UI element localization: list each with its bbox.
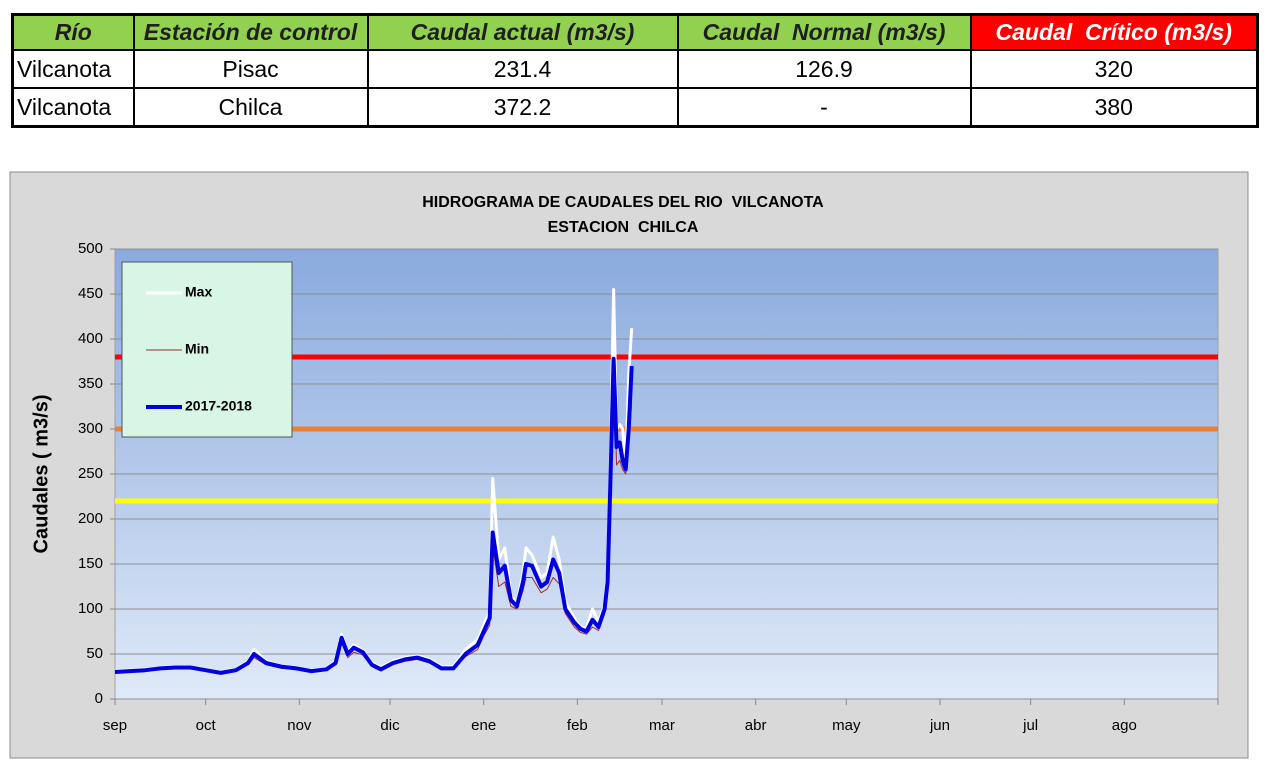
x-tick-label: jun: [929, 717, 950, 734]
y-tick-label: 100: [78, 600, 103, 617]
x-tick-label: may: [832, 717, 861, 734]
cell: Pisac: [132, 49, 369, 89]
x-tick-label: mar: [649, 717, 675, 734]
header-cell: Caudal Normal (m3/s): [676, 13, 972, 51]
legend: Max Min 2017-2018: [121, 261, 293, 438]
y-tick-label: 400: [78, 330, 103, 347]
x-tick-label: sep: [103, 717, 127, 734]
legend-label: Min: [185, 341, 209, 357]
cell: 320: [969, 49, 1259, 89]
x-tick-label: feb: [567, 717, 588, 734]
y-tick-label: 0: [95, 690, 103, 707]
series-line: [114, 356, 634, 675]
header-row: Río Estación de control Caudal actual (m…: [11, 13, 1259, 51]
chart-subtitle: ESTACION CHILCA: [548, 219, 699, 236]
x-tick-label: jul: [1022, 717, 1038, 734]
y-tick-label: 300: [78, 420, 103, 437]
header-cell: Caudal Crítico (m3/s): [969, 13, 1259, 51]
header-cell: Río: [11, 13, 135, 51]
y-axis-label: Caudales ( m3/s): [30, 395, 52, 554]
x-tick-label: abr: [745, 717, 767, 734]
y-tick-label: 350: [78, 375, 103, 392]
header-cell: Estación de control: [132, 13, 369, 51]
x-tick-label: ago: [1112, 717, 1137, 734]
flow-table: Río Estación de control Caudal actual (m…: [11, 13, 1259, 128]
row: Vilcanota Chilca 372.2 - 380: [11, 87, 1259, 128]
legend-label: Max: [185, 284, 212, 300]
chart-title: HIDROGRAMA DE CAUDALES DEL RIO VILCANOTA: [422, 194, 824, 211]
cell: 372.2: [366, 87, 679, 128]
cell: 231.4: [366, 49, 679, 89]
x-tick-label: oct: [196, 717, 217, 734]
y-tick-label: 200: [78, 510, 103, 527]
x-tick-label: ene: [471, 717, 496, 734]
cell: 126.9: [676, 49, 972, 89]
x-tick-label: nov: [287, 717, 312, 734]
y-tick-label: 50: [86, 645, 103, 662]
cell: Vilcanota: [11, 49, 135, 89]
cell: Vilcanota: [11, 87, 135, 128]
y-tick-label: 500: [78, 240, 103, 257]
legend-label: 2017-2018: [185, 398, 252, 414]
y-tick-label: 150: [78, 555, 103, 572]
cell: -: [676, 87, 972, 128]
y-tick-label: 250: [78, 465, 103, 482]
cell: Chilca: [132, 87, 369, 128]
header-cell: Caudal actual (m3/s): [366, 13, 679, 51]
row: Vilcanota Pisac 231.4 126.9 320: [11, 49, 1259, 89]
x-tick-label: dic: [380, 717, 400, 734]
cell: 380: [969, 87, 1259, 128]
y-tick-label: 450: [78, 285, 103, 302]
